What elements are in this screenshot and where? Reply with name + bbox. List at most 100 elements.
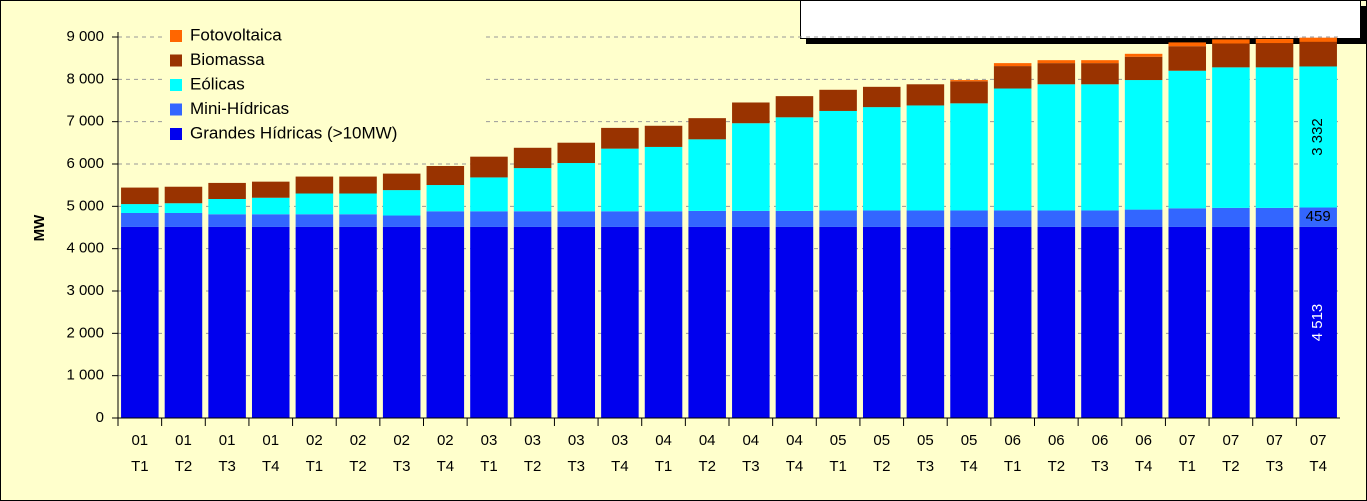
y-tick-label: 1 000 <box>66 367 104 384</box>
y-tick-label: 8 000 <box>66 70 104 87</box>
x-tick-label-line: T4 <box>437 458 455 475</box>
x-tick-label: 01 T1 <box>131 432 149 475</box>
bar-segment <box>295 193 334 215</box>
x-tick-label-line: 01 <box>131 432 148 449</box>
bar-segment <box>295 214 334 227</box>
x-tick-label-line: T4 <box>786 458 804 475</box>
bar-segment <box>208 214 246 227</box>
bar-segment <box>382 215 421 227</box>
bar-segment <box>906 105 945 211</box>
x-tick-label-line: T3 <box>567 458 585 475</box>
x-tick-label-line: 04 <box>655 432 672 449</box>
bar-segment <box>339 214 377 227</box>
x-tick-label-line: T1 <box>829 458 847 475</box>
legend-swatch <box>170 54 182 67</box>
x-tick-label-line: T2 <box>349 458 367 475</box>
bar-segment <box>688 226 726 418</box>
bar-segment <box>601 148 639 212</box>
x-tick-label-line: T2 <box>698 458 716 475</box>
bar-segment <box>993 66 1032 89</box>
bar-segment <box>644 125 683 147</box>
bar-segment <box>1168 208 1207 227</box>
bar-segment <box>601 211 639 227</box>
x-tick-label: 02 T3 <box>393 432 411 475</box>
x-tick-label-line: 04 <box>786 432 803 449</box>
bar-segment <box>1081 226 1119 418</box>
x-tick-label-line: 05 <box>873 432 890 449</box>
bar-segment <box>732 102 770 124</box>
bar-segment <box>121 212 159 227</box>
legend-label: Grandes Hídricas (>10MW) <box>190 123 397 142</box>
bar-segment <box>1037 84 1076 211</box>
x-tick-label-line: T1 <box>131 458 149 475</box>
x-tick-label: 05 T2 <box>873 432 891 475</box>
x-tick-label: 07 T1 <box>1178 432 1196 475</box>
bar-segment <box>164 186 203 204</box>
x-tick-label-line: T3 <box>1266 458 1284 475</box>
bar-segment <box>1081 63 1119 85</box>
bar-segment <box>557 226 596 418</box>
bar-segment <box>513 147 552 169</box>
bar-segment <box>950 81 988 104</box>
x-tick-label: 03 T1 <box>480 432 498 475</box>
bar-segment <box>295 176 334 194</box>
x-tick-label: 05 T4 <box>960 432 978 475</box>
bar-segment <box>382 190 421 216</box>
x-tick-label: 04 T1 <box>655 432 673 475</box>
bar-segment <box>1081 84 1119 211</box>
bar-segment <box>470 156 508 178</box>
bar-segment <box>426 226 465 418</box>
x-tick-label-line: T2 <box>873 458 891 475</box>
x-tick-label-line: T4 <box>1135 458 1153 475</box>
bar-segment <box>1212 207 1250 227</box>
bar-segment <box>121 204 159 213</box>
y-tick-label: 9 000 <box>66 28 104 45</box>
bar-segment <box>1255 43 1294 68</box>
bar-segment <box>470 211 508 227</box>
x-tick-label: 07 T3 <box>1266 432 1284 475</box>
bar-segment <box>819 89 857 111</box>
bar-segment <box>1255 38 1294 44</box>
x-tick-label-line: 01 <box>219 432 236 449</box>
bar-segment <box>775 96 814 118</box>
bar-segment <box>732 226 770 418</box>
y-tick-label: 5 000 <box>66 197 104 214</box>
x-tick-label-line: 07 <box>1310 432 1327 449</box>
bar-segment <box>1212 226 1250 418</box>
x-tick-label: 01 T4 <box>262 432 280 475</box>
bar-segment <box>862 107 901 211</box>
x-tick-label: 06 T2 <box>1048 432 1066 475</box>
bar-segment <box>950 103 988 211</box>
x-tick-label-line: T4 <box>611 458 629 475</box>
bar-segment <box>993 226 1032 418</box>
x-tick-label-line: T2 <box>1222 458 1240 475</box>
bar-segment <box>1081 60 1119 64</box>
x-tick-label: 06 T4 <box>1135 432 1153 475</box>
x-tick-label-line: 02 <box>437 432 454 449</box>
x-tick-label-line: T1 <box>655 458 673 475</box>
data-label: 3 332 <box>1309 118 1326 156</box>
x-tick-label: 03 T3 <box>567 432 585 475</box>
bar-segment <box>906 226 945 418</box>
legend-swatch <box>170 103 182 116</box>
y-axis-label: MW <box>31 214 48 241</box>
bar-segment <box>732 123 770 211</box>
x-tick-label-line: T1 <box>480 458 498 475</box>
bar-segment <box>688 210 726 227</box>
bar-segment <box>1037 63 1076 85</box>
bar-segment <box>164 226 203 418</box>
x-tick-label-line: 04 <box>699 432 716 449</box>
bar-segment <box>339 226 377 418</box>
x-tick-label-line: 06 <box>1135 432 1152 449</box>
bar-segment <box>906 210 945 227</box>
x-tick-label: 05 T1 <box>829 432 847 475</box>
bar-segment <box>1081 210 1119 227</box>
x-tick-label-line: 01 <box>175 432 192 449</box>
x-tick-label-line: 07 <box>1179 432 1196 449</box>
bar-segment <box>208 226 246 418</box>
legend-label: Mini-Hídricas <box>190 99 289 118</box>
legend-label: Eólicas <box>190 74 245 93</box>
bar-segment <box>164 203 203 213</box>
y-tick-label: 3 000 <box>66 282 104 299</box>
x-tick-label-line: T1 <box>1004 458 1022 475</box>
